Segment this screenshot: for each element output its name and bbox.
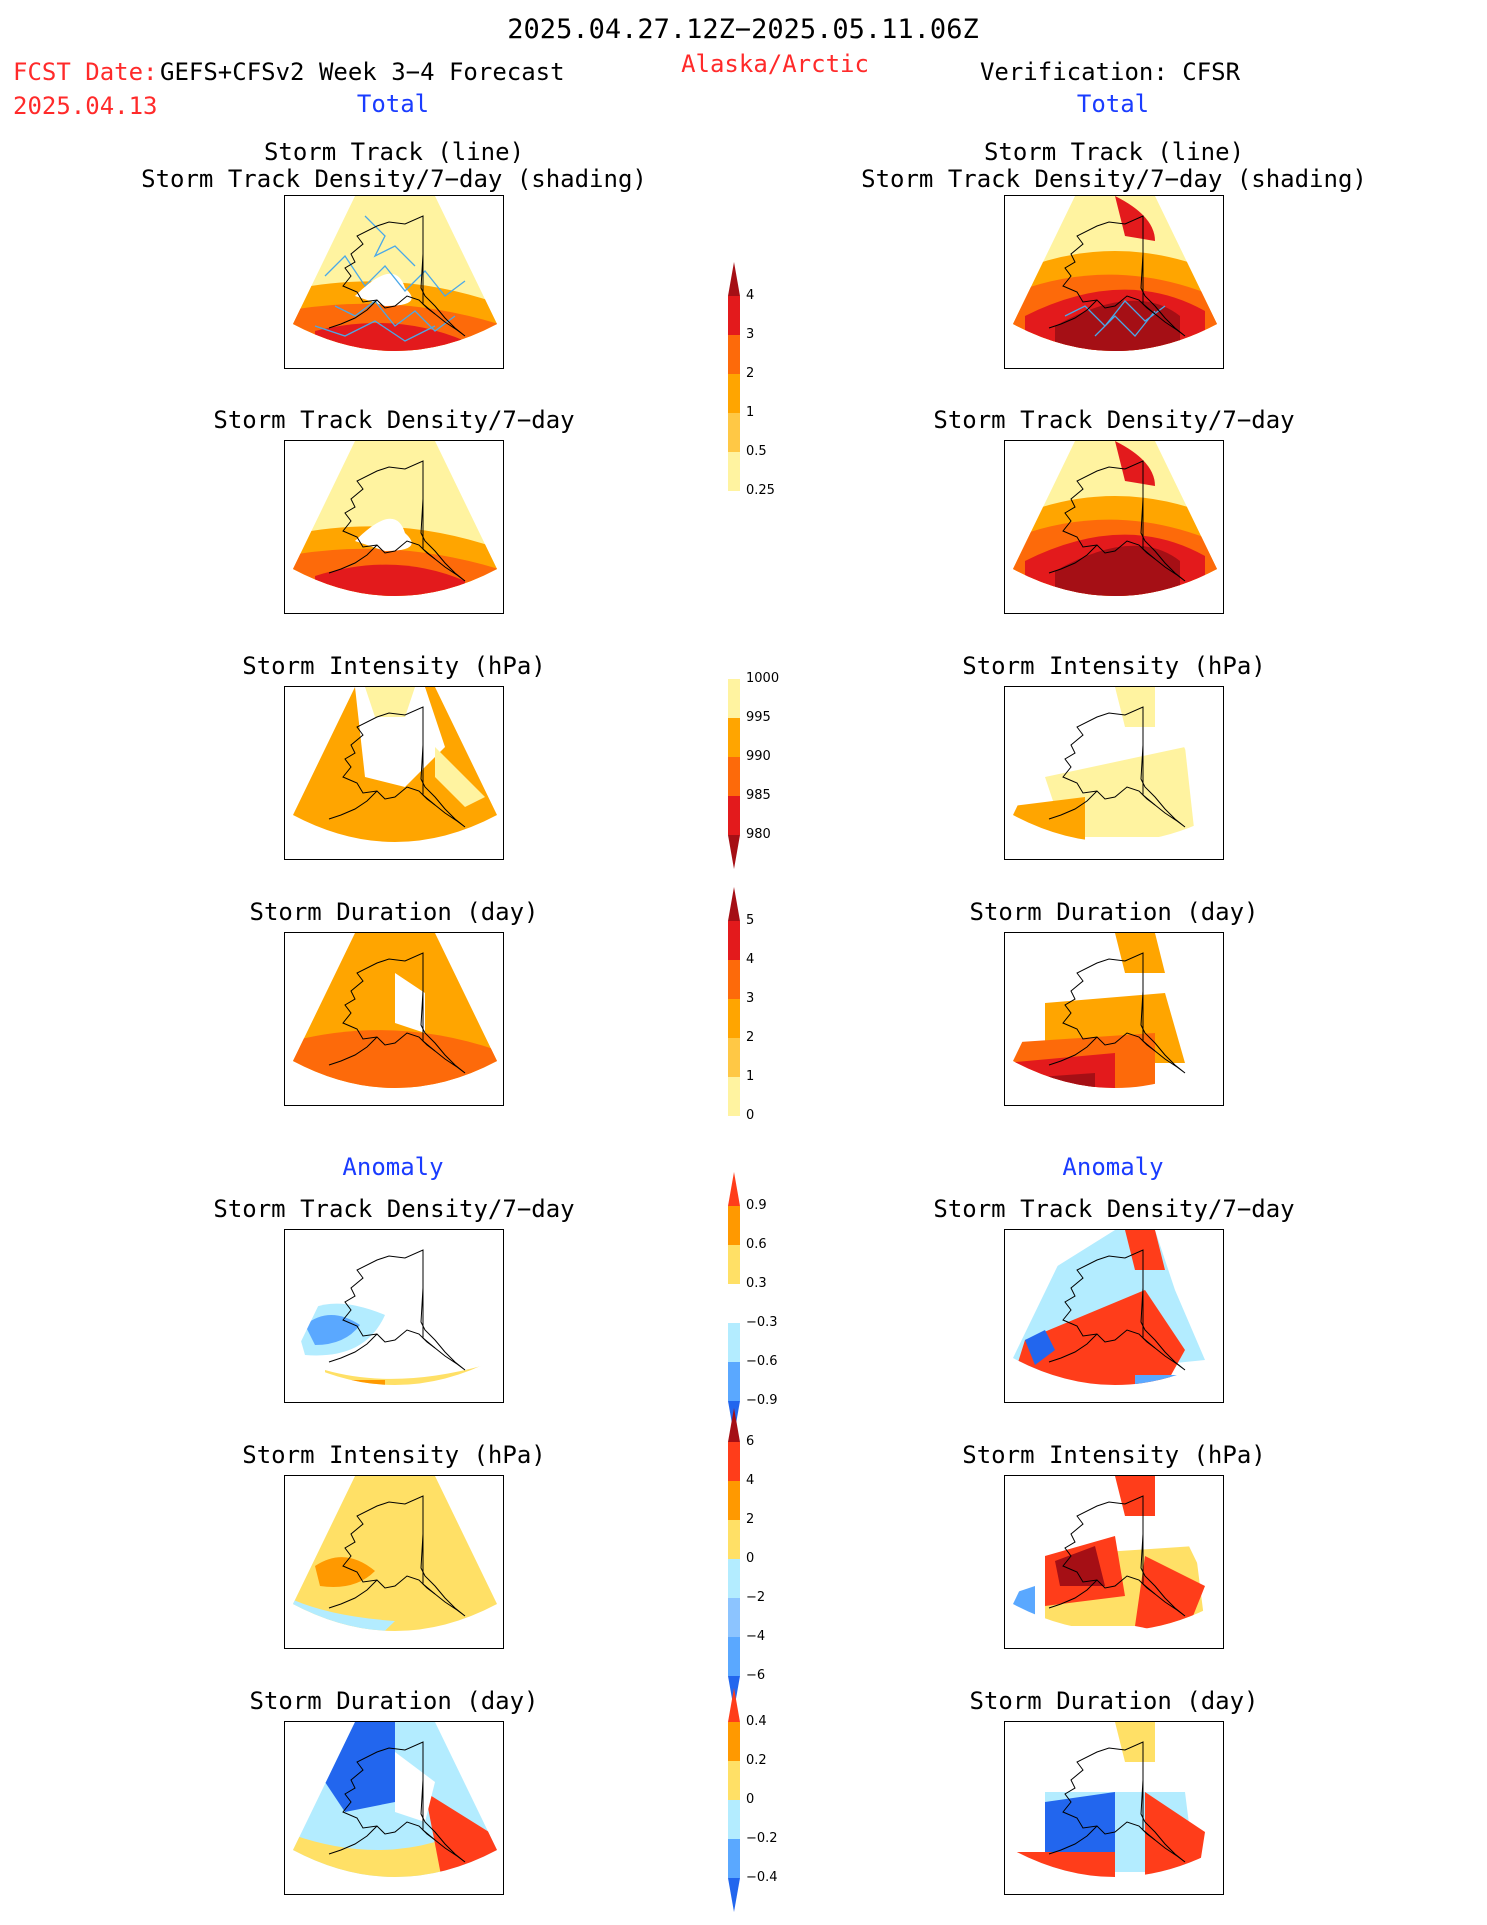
intensity-left-map	[284, 686, 504, 860]
anom-density-colorbar-label: −0.6	[746, 1354, 778, 1369]
anom-density-colorbar-label: −0.3	[746, 1315, 778, 1330]
anom-density-right-title: Storm Track Density/7−day	[933, 1195, 1295, 1223]
intensity-right-map	[1004, 686, 1224, 860]
anom-intensity-colorbar-label: 0	[746, 1551, 755, 1566]
duration-right-title: Storm Duration (day)	[969, 898, 1259, 926]
anom-duration-right-title: Storm Duration (day)	[969, 1687, 1259, 1715]
intensity-colorbar-label: 1000	[746, 671, 780, 686]
model-label: GEFS+CFSv2 Week 3−4 Forecast	[160, 58, 565, 86]
intensity-right-title: Storm Intensity (hPa)	[962, 652, 1266, 680]
anom-intensity-colorbar-label: −4	[746, 1629, 766, 1644]
anom-duration-colorbar-label: −0.4	[746, 1870, 778, 1885]
density-colorbar-label: 2	[746, 366, 755, 381]
fcst-date-value: 2025.04.13	[13, 92, 158, 120]
duration-colorbar-label: 3	[746, 991, 755, 1006]
density-colorbar	[724, 262, 744, 529]
track-left-title: Storm Track (line) Storm Track Density/7…	[141, 138, 647, 193]
track-left-map	[284, 195, 504, 369]
anom-duration-colorbar	[724, 1688, 744, 1916]
duration-colorbar	[724, 887, 744, 1154]
duration-left-title: Storm Duration (day)	[249, 898, 539, 926]
intensity-left-title: Storm Intensity (hPa)	[242, 652, 546, 680]
track-right-title: Storm Track (line) Storm Track Density/7…	[861, 138, 1367, 193]
anom-duration-colorbar-label: 0	[746, 1792, 755, 1807]
anom-density-colorbar-label: 0.6	[746, 1237, 767, 1252]
intensity-colorbar-label: 995	[746, 710, 771, 725]
anom-duration-left-map	[284, 1721, 504, 1895]
density-colorbar-label: 0.25	[746, 483, 775, 498]
verification-label: Verification: CFSR	[979, 58, 1241, 86]
anom-intensity-colorbar-label: −6	[746, 1668, 766, 1683]
anom-duration-right-map	[1004, 1721, 1224, 1895]
anom-duration-colorbar-label: 0.2	[746, 1753, 767, 1768]
anom-intensity-colorbar-label: 6	[746, 1434, 755, 1449]
track-right-map	[1004, 195, 1224, 369]
anom-duration-left-title: Storm Duration (day)	[249, 1687, 539, 1715]
density-colorbar-label: 3	[746, 327, 755, 342]
total-right-label: Total	[1076, 90, 1150, 118]
density-colorbar-label: 4	[746, 288, 755, 303]
fcst-date-label: FCST Date:	[13, 58, 158, 86]
anom-intensity-left-title: Storm Intensity (hPa)	[242, 1441, 546, 1469]
density-left-title: Storm Track Density/7−day	[213, 406, 575, 434]
duration-colorbar-label: 0	[746, 1108, 755, 1123]
anom-density-colorbar-label: 0.9	[746, 1198, 767, 1213]
duration-colorbar-label: 1	[746, 1069, 755, 1084]
duration-colorbar-label: 5	[746, 913, 755, 928]
intensity-colorbar-label: 985	[746, 788, 771, 803]
intensity-colorbar-label: 990	[746, 749, 771, 764]
anom-density-right-map	[1004, 1229, 1224, 1403]
density-colorbar-label: 1	[746, 405, 755, 420]
anomaly-left-label: Anomaly	[342, 1153, 444, 1181]
anom-intensity-colorbar-label: 2	[746, 1512, 755, 1527]
duration-right-map	[1004, 932, 1224, 1106]
intensity-colorbar-label: 980	[746, 827, 771, 842]
anomaly-right-label: Anomaly	[1062, 1153, 1164, 1181]
density-left-map	[284, 440, 504, 614]
duration-colorbar-label: 2	[746, 1030, 755, 1045]
density-right-map	[1004, 440, 1224, 614]
anom-density-colorbar	[724, 1172, 744, 1439]
density-colorbar-label: 0.5	[746, 444, 767, 459]
anom-intensity-colorbar-label: −2	[746, 1590, 766, 1605]
anom-density-left-map	[284, 1229, 504, 1403]
total-left-label: Total	[356, 90, 430, 118]
density-right-title: Storm Track Density/7−day	[933, 406, 1295, 434]
anom-duration-colorbar-label: 0.4	[746, 1714, 767, 1729]
anom-density-left-title: Storm Track Density/7−day	[213, 1195, 575, 1223]
anom-duration-colorbar-label: −0.2	[746, 1831, 778, 1846]
anom-intensity-right-map	[1004, 1475, 1224, 1649]
region-label: Alaska/Arctic	[681, 50, 869, 78]
anom-intensity-right-title: Storm Intensity (hPa)	[962, 1441, 1266, 1469]
anom-intensity-colorbar	[724, 1408, 744, 1714]
intensity-colorbar	[724, 645, 744, 873]
duration-left-map	[284, 932, 504, 1106]
anom-intensity-colorbar-label: 4	[746, 1473, 755, 1488]
anom-density-colorbar-label: 0.3	[746, 1276, 767, 1291]
anom-intensity-left-map	[284, 1475, 504, 1649]
duration-colorbar-label: 4	[746, 952, 755, 967]
date-range-title: 2025.04.27.12Z−2025.05.11.06Z	[507, 14, 979, 45]
anom-density-colorbar-label: −0.9	[746, 1393, 778, 1408]
